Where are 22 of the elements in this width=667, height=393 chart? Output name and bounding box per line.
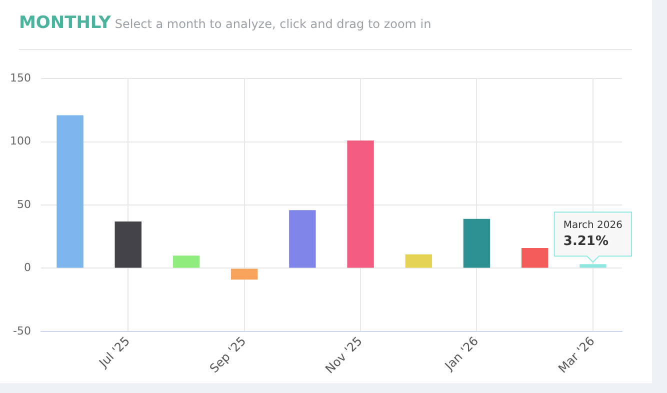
- chart-subtitle: Select a month to analyze, click and drag to zoom in: [114, 17, 432, 31]
- y-tick-label: 150: [10, 71, 31, 84]
- x-tick-label: Sep '25: [206, 334, 249, 376]
- bar: [289, 210, 316, 268]
- x-tick-label: Jan '26: [442, 334, 482, 374]
- x-tick-label: Mar '26: [556, 334, 598, 376]
- y-tick-label: -50: [13, 324, 31, 338]
- chart-title: MONTHLY: [19, 13, 111, 33]
- bar: [347, 140, 374, 268]
- x-tick-label: Nov '25: [322, 334, 365, 376]
- y-tick-label: 0: [24, 261, 31, 274]
- annotation: March 2026 3.21%: [563, 220, 623, 250]
- bar: [230, 268, 258, 280]
- bar: [405, 254, 432, 268]
- bar: [114, 221, 142, 268]
- bar: [56, 115, 84, 268]
- x-tick-label: Jul '25: [96, 334, 132, 371]
- bar: [172, 256, 200, 268]
- bar: [521, 248, 548, 268]
- y-tick-label: 100: [10, 134, 31, 148]
- bar: [463, 218, 490, 268]
- y-tick-label: 50: [16, 198, 31, 211]
